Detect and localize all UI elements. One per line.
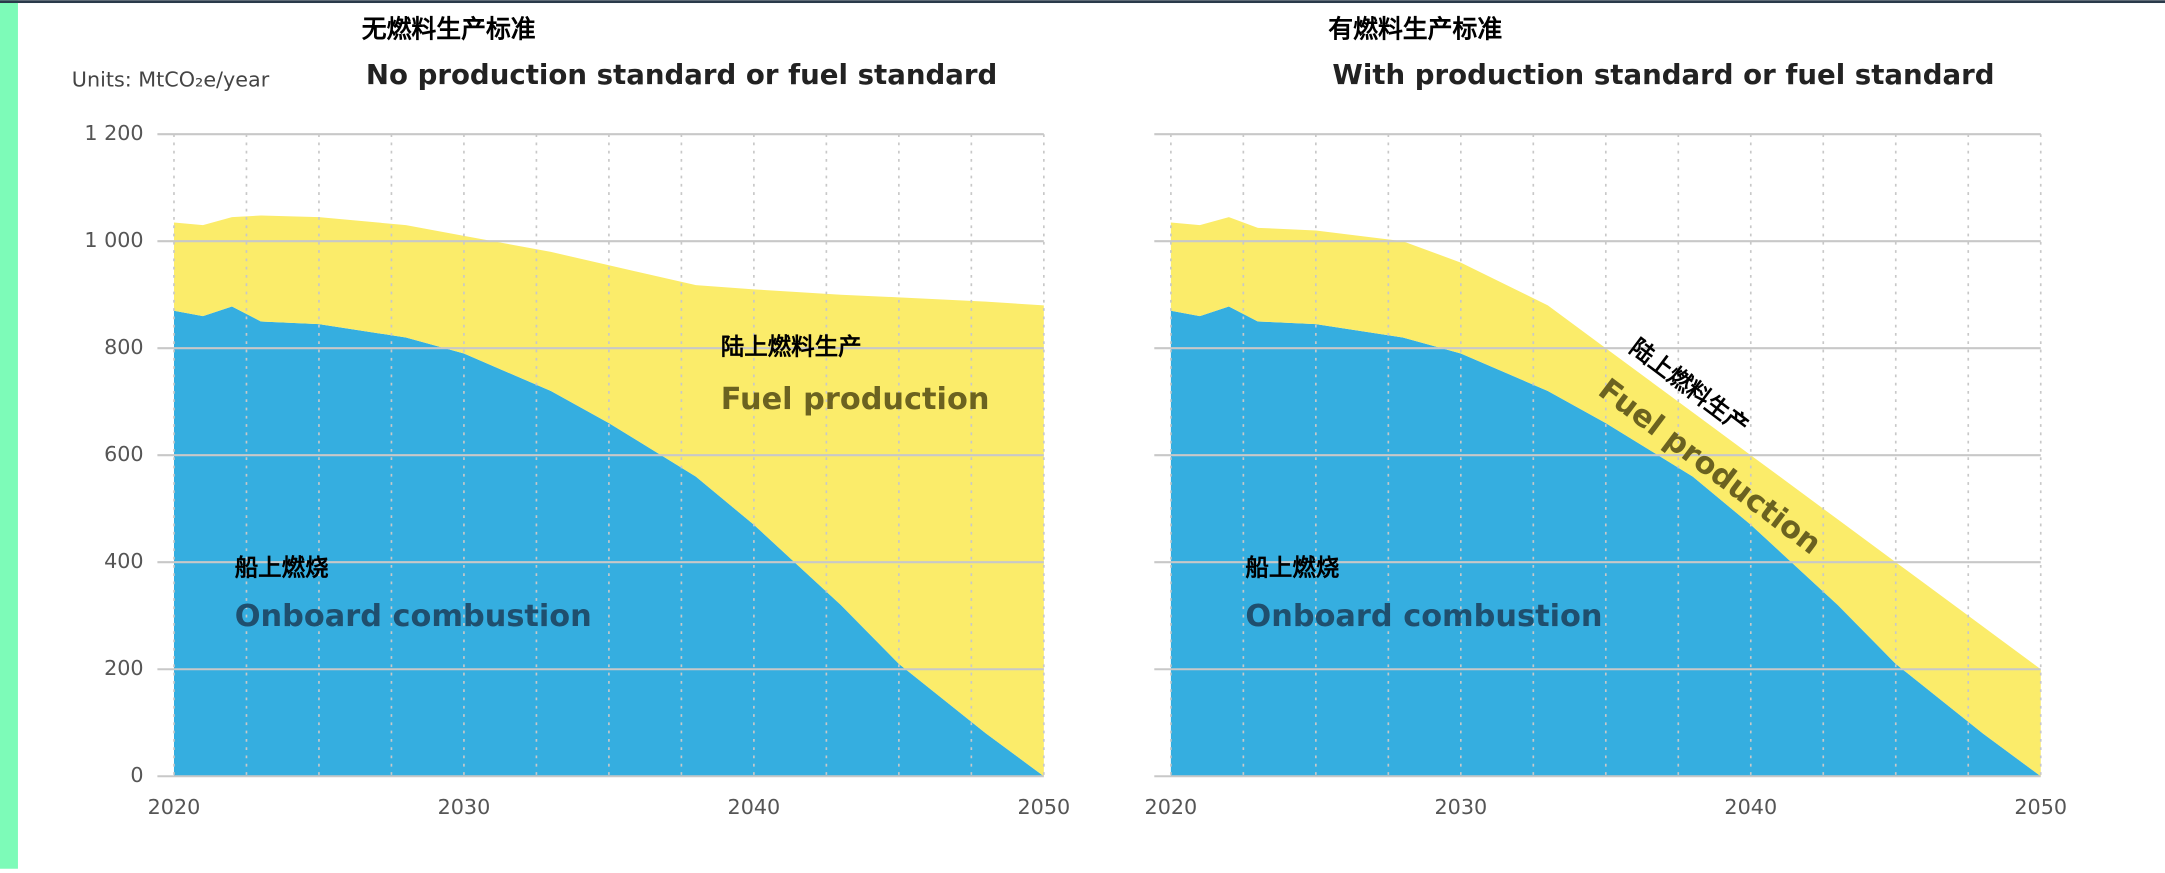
side-strip bbox=[0, 0, 18, 869]
chart-title: 无燃料生产标准 bbox=[362, 15, 536, 44]
units-label: Units: MtCO₂e/year bbox=[72, 67, 270, 91]
annotation: Onboard combustion bbox=[235, 599, 592, 634]
annotation: Fuel production bbox=[721, 382, 990, 417]
chart-title: 有燃料生产标准 bbox=[1328, 15, 1502, 44]
area bbox=[173, 215, 1044, 777]
y-tick-label: 200 bbox=[104, 656, 144, 680]
x-tick-label: 2020 bbox=[1145, 795, 1198, 819]
y-tick-label: 400 bbox=[104, 549, 144, 573]
annotation: 陆上燃料生产 bbox=[721, 333, 862, 361]
chart-subtitle: No production standard or fuel standard bbox=[366, 58, 997, 91]
x-tick-label: 2050 bbox=[2014, 795, 2067, 819]
x-tick-label: 2030 bbox=[1434, 795, 1487, 819]
annotation: 船上燃烧 bbox=[235, 554, 329, 582]
top-border bbox=[0, 0, 2165, 4]
y-tick-label: 1 200 bbox=[84, 121, 143, 145]
annotation: Onboard combustion bbox=[1245, 599, 1602, 634]
y-tick-label: 1 000 bbox=[84, 228, 143, 252]
y-tick-label: 0 bbox=[130, 763, 143, 787]
annotation: 船上燃烧 bbox=[1245, 554, 1339, 582]
x-tick-label: 2040 bbox=[728, 795, 781, 819]
x-tick-label: 2050 bbox=[1017, 795, 1070, 819]
x-tick-label: 2040 bbox=[1724, 795, 1777, 819]
x-tick-label: 2030 bbox=[438, 795, 491, 819]
y-tick-label: 600 bbox=[104, 442, 144, 466]
y-tick-label: 800 bbox=[104, 335, 144, 359]
chart-subtitle: With production standard or fuel standar… bbox=[1332, 58, 1994, 91]
x-tick-label: 2020 bbox=[148, 795, 201, 819]
area bbox=[1170, 217, 2041, 777]
